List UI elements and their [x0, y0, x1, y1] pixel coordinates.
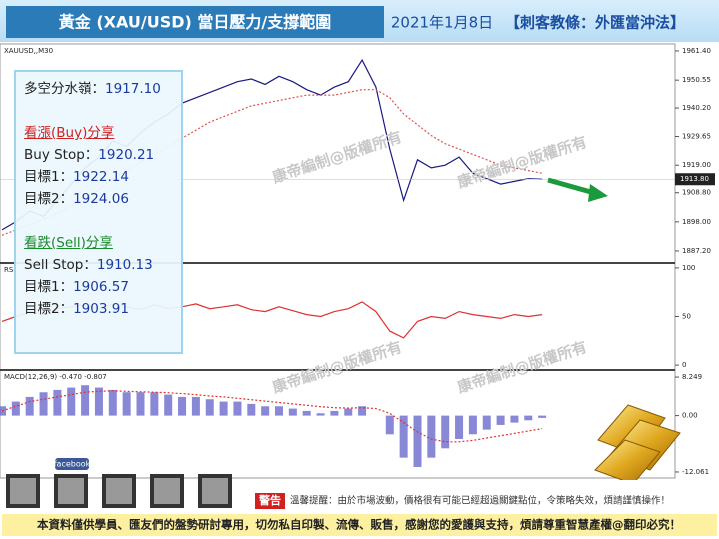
value: 1920.21	[98, 147, 155, 163]
label: 目標2：	[24, 301, 74, 317]
brand: 【刺客教條：外匯當沖法】	[505, 14, 685, 32]
histogram-bar	[191, 396, 200, 416]
histogram-bar	[344, 408, 353, 416]
histogram-bar	[219, 401, 228, 416]
y-tick-label: 1887.20	[682, 247, 711, 255]
y-tick-label: 50	[682, 313, 691, 321]
histogram-bar	[441, 415, 450, 449]
value: 1903.91	[73, 301, 129, 317]
pivot: 多空分水嶺：1917.10	[24, 78, 181, 100]
y-tick-label: 1929.65	[682, 133, 711, 141]
panel-row: 目標1：1922.14	[24, 166, 181, 188]
label: 目標2：	[24, 191, 74, 207]
value: 1922.14	[73, 169, 129, 185]
series-line	[1, 390, 543, 443]
panel-row: Buy Stop：1920.21	[24, 144, 181, 166]
panel-row: Sell Stop：1910.13	[24, 254, 181, 276]
warning-tag-bg	[255, 493, 285, 509]
label: Sell Stop：	[24, 257, 97, 273]
y-tick-label: 8.249	[682, 373, 702, 381]
pane-title: XAUUSD,,M30	[4, 47, 53, 55]
histogram-bar	[427, 415, 436, 458]
notice: 本資料僅供學員、匯友們的盤勢研討專用，切勿私自印製、流傳、販售，感謝您的愛護與支…	[37, 518, 681, 532]
histogram-bar	[11, 401, 20, 416]
series-line	[1, 89, 543, 236]
notice-bg	[2, 514, 717, 536]
y-tick-label: 1961.40	[682, 47, 711, 55]
y-tick-label: 1919.00	[682, 161, 711, 169]
label: Buy Stop：	[24, 147, 99, 163]
sell-heading: 看跌(Sell)分享	[24, 235, 113, 251]
value: 1917.10	[105, 81, 161, 97]
label: 目標1：	[24, 169, 74, 185]
label: 目標1：	[24, 279, 74, 295]
histogram-bar	[150, 392, 159, 416]
histogram-bar	[399, 415, 408, 458]
histogram-bar	[275, 406, 283, 416]
gold-bars	[594, 404, 681, 485]
histogram-bar	[302, 410, 311, 416]
y-tick-label: 1908.80	[682, 189, 711, 197]
panel-row: 目標2：1903.91	[24, 298, 181, 320]
info-panel: 多空分水嶺：1917.10 看漲(Buy)分享 Buy Stop：1920.21…	[14, 70, 183, 354]
title: 黃金 (XAU/USD) 當日壓力/支撐範圍	[58, 13, 331, 32]
histogram-bar	[53, 389, 62, 416]
value: 1906.57	[73, 279, 129, 295]
histogram-bar	[178, 396, 187, 416]
y-tick-label: 1898.00	[682, 218, 711, 226]
histogram-bar	[385, 415, 394, 435]
histogram-bar	[261, 406, 270, 416]
histogram-bar	[482, 415, 491, 430]
histogram-bar	[25, 396, 34, 416]
y-tick-label: 0.00	[682, 412, 698, 420]
current-price-label: 1913.80	[680, 175, 709, 183]
histogram-bar	[510, 415, 519, 423]
histogram-bar	[205, 399, 214, 416]
histogram-bar	[39, 392, 48, 416]
histogram-bar	[358, 406, 367, 416]
y-tick-label: -12.061	[682, 468, 709, 476]
y-tick-label: 1950.55	[682, 76, 711, 84]
buy-rows: Buy Stop：1920.21 目標1：1922.14 目標2：1924.06	[24, 144, 181, 210]
histogram-bar	[164, 394, 173, 416]
histogram-bar	[455, 415, 464, 439]
buy-heading: 看漲(Buy)分享	[24, 125, 115, 141]
histogram-bar	[81, 385, 90, 416]
histogram-bar	[122, 392, 131, 416]
histogram-bar	[108, 389, 117, 416]
histogram-bar	[233, 401, 242, 416]
histogram-bar	[524, 415, 533, 421]
icon-label: facebook	[54, 460, 91, 469]
sell-rows: Sell Stop：1910.13 目標1：1906.57 目標2：1903.91	[24, 254, 181, 320]
histogram-bar	[288, 408, 297, 416]
value: 1924.06	[73, 191, 129, 207]
pane-title: MACD(12,26,9) -0.470 -0.807	[4, 373, 107, 381]
value: 1910.13	[96, 257, 153, 273]
histogram-bar	[136, 392, 145, 416]
histogram-bar	[468, 415, 477, 435]
y-tick-label: 0	[682, 361, 686, 369]
label: 多空分水嶺：	[24, 81, 105, 97]
title-bg	[6, 6, 384, 38]
panel-row: 目標2：1924.06	[24, 188, 181, 210]
histogram-bar	[67, 387, 76, 416]
histogram-bar	[496, 415, 505, 425]
current-price-box	[675, 173, 715, 186]
date: 2021年1月8日	[391, 14, 493, 32]
arrow-head	[588, 184, 608, 202]
histogram-bar	[330, 410, 339, 416]
y-tick-label: 1940.20	[682, 104, 711, 112]
warning-tag: 警告	[258, 493, 281, 507]
pane-title: RSI	[4, 266, 15, 274]
icons: facebook	[6, 458, 232, 508]
histogram-bar	[316, 413, 325, 416]
histogram-bar	[247, 403, 256, 416]
panel-row: 目標1：1906.57	[24, 276, 181, 298]
histogram-bar	[413, 415, 422, 468]
histogram-bar	[538, 415, 547, 418]
histogram-bar	[94, 387, 103, 416]
y-tick-label: 100	[682, 264, 695, 272]
warning: 溫馨提醒：由於市場波動，價格很有可能已經超過關鍵點位，令策略失效，煩請謹慎操作！	[290, 495, 670, 507]
